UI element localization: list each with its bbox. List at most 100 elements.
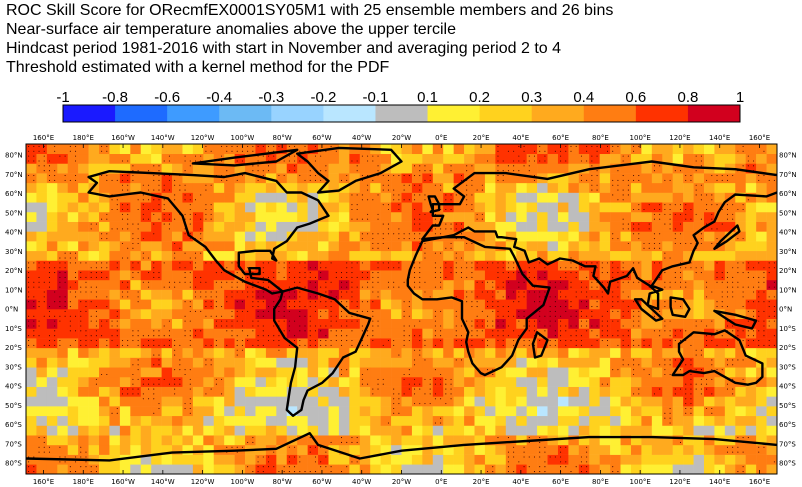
significance-dot bbox=[706, 344, 708, 346]
significance-dot bbox=[612, 267, 614, 269]
significance-dot bbox=[142, 218, 144, 220]
significance-dot bbox=[153, 267, 155, 269]
significance-dot bbox=[33, 330, 35, 332]
skill-cell bbox=[703, 347, 715, 358]
significance-dot bbox=[460, 233, 463, 235]
significance-dot bbox=[174, 257, 176, 259]
significance-dot bbox=[408, 369, 410, 371]
skill-cell bbox=[286, 464, 298, 474]
significance-dot bbox=[513, 315, 515, 317]
significance-dot bbox=[502, 296, 504, 298]
significance-dot bbox=[127, 344, 129, 346]
significance-dot bbox=[309, 451, 311, 453]
skill-cell bbox=[182, 231, 194, 242]
skill-cell bbox=[505, 299, 517, 310]
skill-cell bbox=[182, 153, 194, 164]
significance-dot bbox=[648, 247, 650, 249]
skill-cell bbox=[432, 386, 444, 397]
skill-cell bbox=[359, 250, 371, 261]
significance-dot bbox=[267, 165, 270, 167]
significance-dot bbox=[361, 262, 363, 264]
skill-cell bbox=[99, 260, 110, 271]
significance-dot bbox=[69, 179, 71, 181]
skill-cell bbox=[703, 260, 715, 271]
skill-cell bbox=[484, 173, 496, 184]
significance-dot bbox=[179, 378, 181, 380]
significance-dot bbox=[257, 461, 259, 463]
significance-dot bbox=[440, 272, 442, 274]
significance-dot bbox=[210, 262, 212, 264]
significance-dot bbox=[627, 330, 629, 332]
significance-dot bbox=[382, 344, 384, 346]
significance-dot bbox=[330, 301, 332, 303]
significance-dot bbox=[59, 344, 61, 346]
skill-cell bbox=[651, 396, 663, 407]
skill-cell bbox=[745, 202, 757, 213]
skill-cell bbox=[537, 221, 548, 232]
skill-cell bbox=[474, 163, 486, 174]
significance-dot bbox=[288, 461, 290, 463]
significance-dot bbox=[179, 359, 181, 361]
skill-cell bbox=[662, 309, 673, 320]
skill-field bbox=[26, 144, 777, 474]
skill-cell bbox=[537, 454, 548, 465]
skill-cell bbox=[46, 367, 58, 378]
colorbar-segment bbox=[167, 105, 220, 122]
skill-cell bbox=[286, 367, 298, 378]
significance-dot bbox=[440, 189, 442, 191]
significance-dot bbox=[101, 150, 103, 152]
significance-dot bbox=[95, 330, 97, 332]
significance-dot bbox=[257, 306, 259, 308]
colorbar-segment bbox=[115, 105, 168, 122]
significance-dot bbox=[28, 262, 30, 264]
significance-dot bbox=[299, 262, 301, 264]
skill-cell bbox=[359, 241, 371, 252]
skill-cell bbox=[453, 309, 465, 320]
skill-cell bbox=[151, 192, 162, 203]
significance-dot bbox=[513, 165, 515, 167]
significance-dot bbox=[450, 383, 452, 385]
skill-cell bbox=[537, 153, 548, 164]
significance-dot bbox=[565, 150, 567, 152]
significance-dot bbox=[408, 238, 410, 240]
significance-dot bbox=[617, 286, 619, 288]
skill-cell bbox=[130, 464, 142, 474]
skill-cell bbox=[182, 241, 194, 252]
significance-dot bbox=[622, 344, 624, 346]
significance-dot bbox=[706, 339, 708, 342]
skill-cell bbox=[516, 406, 527, 417]
significance-dot bbox=[570, 339, 572, 342]
skill-cell bbox=[161, 386, 173, 397]
significance-dot bbox=[685, 398, 687, 400]
significance-dot bbox=[236, 320, 238, 322]
skill-cell bbox=[213, 338, 225, 349]
skill-cell bbox=[735, 270, 747, 281]
significance-dot bbox=[273, 145, 275, 147]
skill-cell bbox=[192, 396, 204, 407]
skill-cell bbox=[714, 464, 726, 474]
skill-cell bbox=[516, 182, 527, 193]
significance-dot bbox=[320, 286, 322, 288]
significance-dot bbox=[288, 344, 290, 346]
significance-dot bbox=[403, 325, 405, 327]
significance-dot bbox=[565, 286, 567, 288]
skill-cell bbox=[255, 338, 267, 349]
significance-dot bbox=[507, 306, 509, 308]
significance-dot bbox=[560, 267, 562, 269]
skill-cell bbox=[265, 415, 277, 426]
significance-dot bbox=[674, 359, 676, 361]
significance-dot bbox=[492, 320, 494, 322]
skill-cell bbox=[140, 396, 152, 407]
significance-dot bbox=[351, 281, 353, 283]
significance-dot bbox=[325, 344, 327, 346]
significance-dot bbox=[659, 242, 661, 245]
significance-dot bbox=[351, 204, 353, 206]
skill-cell bbox=[203, 182, 215, 193]
significance-dot bbox=[633, 179, 635, 181]
skill-cell bbox=[370, 415, 381, 426]
skill-cell bbox=[703, 182, 715, 193]
significance-dot bbox=[153, 189, 155, 191]
skill-cell bbox=[526, 464, 538, 474]
significance-dot bbox=[711, 339, 713, 342]
skill-cell bbox=[620, 173, 632, 184]
